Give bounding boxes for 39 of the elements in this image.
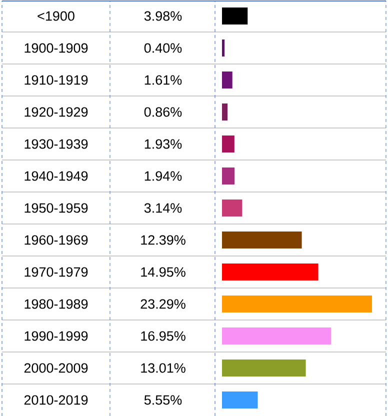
data-label: 0.86%: [144, 107, 182, 117]
data-label: 23.29%: [140, 299, 186, 309]
bar: [222, 40, 225, 57]
y-tick-label: 1990-1999: [24, 331, 88, 341]
y-tick-label: 1920-1929: [24, 107, 88, 117]
data-label: 1.93%: [144, 139, 182, 149]
bar: [222, 296, 372, 312]
y-tick-label: 1910-1919: [24, 75, 88, 85]
bar: [222, 392, 258, 408]
data-label: 14.95%: [141, 267, 186, 277]
y-tick-label: 1940-1949: [24, 171, 88, 181]
y-tick-label: 1970-1979: [24, 267, 88, 277]
data-label: 0.40%: [144, 43, 182, 53]
bar: [222, 168, 234, 185]
bar: [222, 72, 232, 89]
y-tick-label: 1900-1909: [24, 43, 88, 53]
data-label: 5.55%: [144, 395, 182, 405]
bar: [222, 232, 302, 249]
data-label: 3.14%: [144, 203, 182, 213]
data-label: 1.61%: [144, 75, 182, 85]
y-tick-label: 2010-2019: [24, 395, 88, 405]
y-tick-label: 1930-1939: [24, 139, 88, 149]
data-label: 3.98%: [144, 11, 182, 21]
bar: [222, 136, 234, 153]
bar: [222, 360, 306, 376]
data-label: 16.95%: [141, 331, 186, 341]
data-label: 13.01%: [141, 363, 186, 373]
bar: [222, 104, 228, 121]
data-label: 1.94%: [144, 171, 182, 181]
bar: [222, 200, 242, 217]
y-tick-label: 2000-2009: [24, 363, 88, 373]
y-tick-label: <1900: [38, 11, 74, 21]
y-tick-label: 1980-1989: [24, 299, 88, 309]
bar: [222, 328, 332, 344]
bar: [222, 264, 318, 281]
bar: [222, 8, 248, 25]
data-label: 12.39%: [141, 235, 186, 245]
y-tick-label: 1950-1959: [24, 203, 88, 213]
y-tick-label: 1960-1969: [24, 235, 88, 245]
